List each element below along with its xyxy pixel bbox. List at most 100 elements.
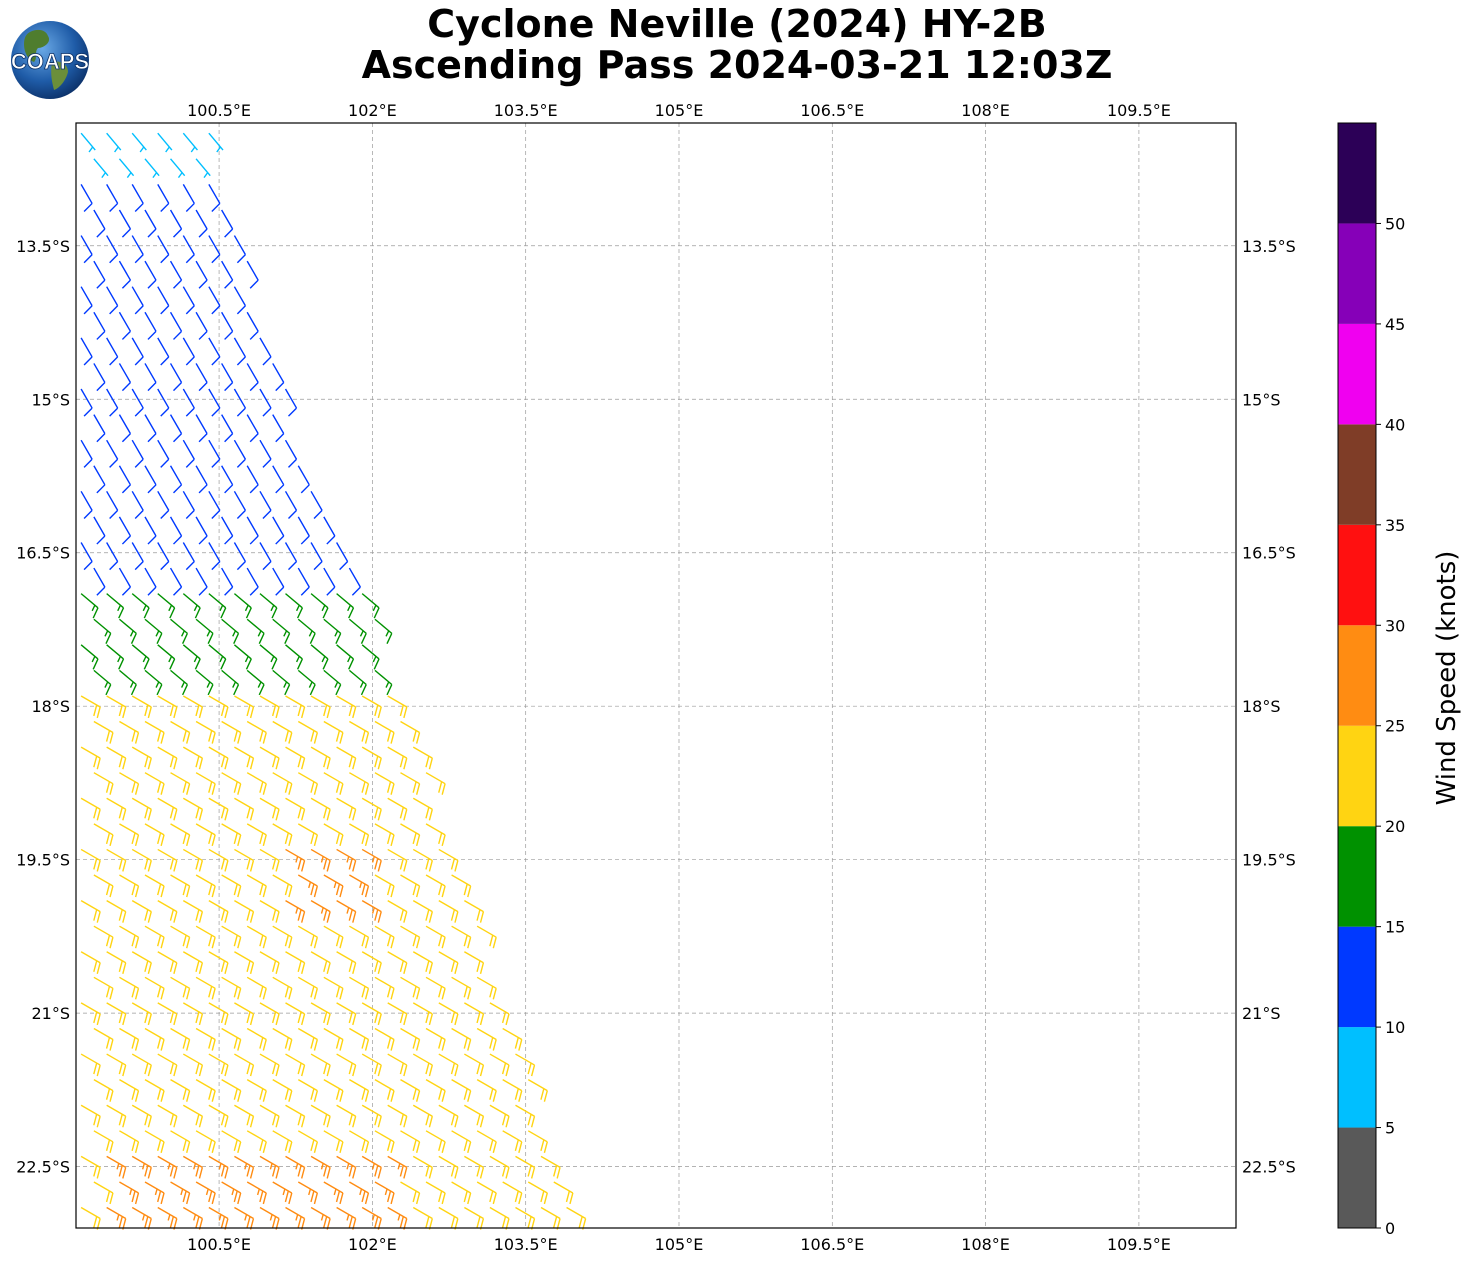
barb-flag	[352, 860, 357, 872]
wind-barb	[349, 1181, 370, 1205]
barb-flag	[233, 1139, 238, 1152]
barb-flag	[194, 607, 201, 619]
barb-shaft	[208, 439, 221, 460]
barb-flag	[492, 936, 497, 949]
wind-barb	[221, 772, 242, 795]
wind-barb	[285, 746, 306, 770]
barb-flag	[428, 962, 433, 974]
barb-flag	[173, 330, 183, 340]
barb-flag	[377, 809, 382, 821]
wind-barb	[323, 1027, 344, 1051]
wind-barb	[464, 1155, 485, 1179]
barb-flag	[339, 1192, 344, 1205]
wind-barb	[285, 1104, 306, 1128]
barb-flag	[160, 509, 170, 519]
wind-barb	[118, 567, 132, 596]
barb-flag	[479, 1167, 485, 1179]
wind-barb	[387, 746, 408, 770]
barb-flag	[211, 509, 221, 519]
wind-barb	[285, 797, 306, 821]
wind-barb	[489, 1053, 510, 1077]
barb-flag	[348, 960, 353, 972]
barb-flag	[147, 860, 152, 872]
wind-barb	[438, 1155, 459, 1179]
barb-flag	[467, 1141, 472, 1154]
barb-shaft	[348, 567, 361, 588]
wind-barb	[272, 772, 293, 795]
barb-flag	[518, 1141, 523, 1154]
barb-flag	[543, 1141, 548, 1154]
barb-flag	[348, 1114, 353, 1126]
barb-half-flag	[270, 656, 275, 663]
barb-flag	[262, 1090, 267, 1102]
wind-barb	[234, 797, 255, 821]
barb-half-flag	[193, 1163, 197, 1170]
barb-flag	[364, 885, 370, 898]
wind-barb	[80, 1002, 101, 1026]
barb-flag	[224, 1116, 229, 1128]
barb-flag	[288, 1090, 293, 1102]
colorbar-tick-label: 5	[1385, 1119, 1395, 1138]
barb-flag	[233, 1190, 238, 1203]
barb-flag	[195, 1114, 200, 1126]
barb-flag	[377, 706, 382, 719]
barb-flag	[425, 909, 430, 921]
barb-flag	[565, 1190, 571, 1203]
barb-flag	[198, 484, 208, 494]
wind-barb	[336, 644, 355, 670]
barb-flag	[326, 1167, 331, 1179]
barb-flag	[156, 781, 162, 793]
wind-barb	[233, 542, 247, 571]
barb-flag	[258, 684, 265, 696]
wind-barb	[476, 925, 497, 949]
wind-barb	[169, 363, 183, 392]
barb-flag	[450, 1062, 456, 1075]
barb-flag	[454, 1167, 459, 1179]
barb-flag	[259, 1088, 264, 1100]
barb-flag	[173, 586, 183, 596]
barb-flag	[220, 1062, 226, 1075]
colorbar-bin	[1338, 223, 1376, 324]
wind-barb	[425, 874, 446, 898]
wind-barb	[323, 618, 342, 645]
wind-barb	[80, 286, 93, 315]
barb-flag	[275, 1064, 280, 1077]
barb-flag	[173, 1167, 178, 1179]
chart-title: Cyclone Neville (2024) HY-2B Ascending P…	[0, 4, 1474, 86]
barb-flag	[386, 1139, 392, 1152]
barb-flag	[220, 807, 226, 819]
wind-barb	[208, 848, 229, 872]
wind-barb	[349, 1027, 370, 1051]
barb-flag	[173, 381, 183, 392]
wind-barb	[489, 1104, 510, 1128]
wind-barb	[208, 899, 229, 923]
barb-flag	[220, 960, 226, 972]
barb-flag	[134, 834, 140, 847]
barb-flag	[377, 911, 382, 923]
wind-barb	[157, 951, 178, 974]
barb-shaft	[182, 286, 195, 307]
barb-shaft	[131, 490, 144, 511]
wind-barb	[119, 823, 140, 847]
wind-barb	[131, 848, 152, 872]
barb-shaft	[80, 490, 93, 511]
wind-barb	[195, 209, 208, 238]
wind-barb	[93, 158, 109, 179]
barb-flag	[348, 858, 353, 870]
barb-flag	[246, 1062, 251, 1075]
barb-flag	[386, 883, 392, 896]
barb-flag	[540, 1190, 545, 1203]
wind-barb	[106, 132, 122, 153]
barb-shaft	[80, 286, 93, 307]
wind-barb	[323, 772, 344, 795]
barb-flag	[476, 1165, 481, 1177]
barb-flag	[361, 1190, 366, 1203]
barb-flag	[403, 1064, 408, 1077]
wind-barb	[144, 516, 157, 545]
barb-flag	[364, 988, 370, 1000]
wind-barb	[80, 132, 96, 153]
wind-barb	[93, 1130, 114, 1154]
barb-shaft	[157, 439, 170, 460]
barb-flag	[233, 781, 238, 793]
barb-flag	[339, 988, 344, 1000]
